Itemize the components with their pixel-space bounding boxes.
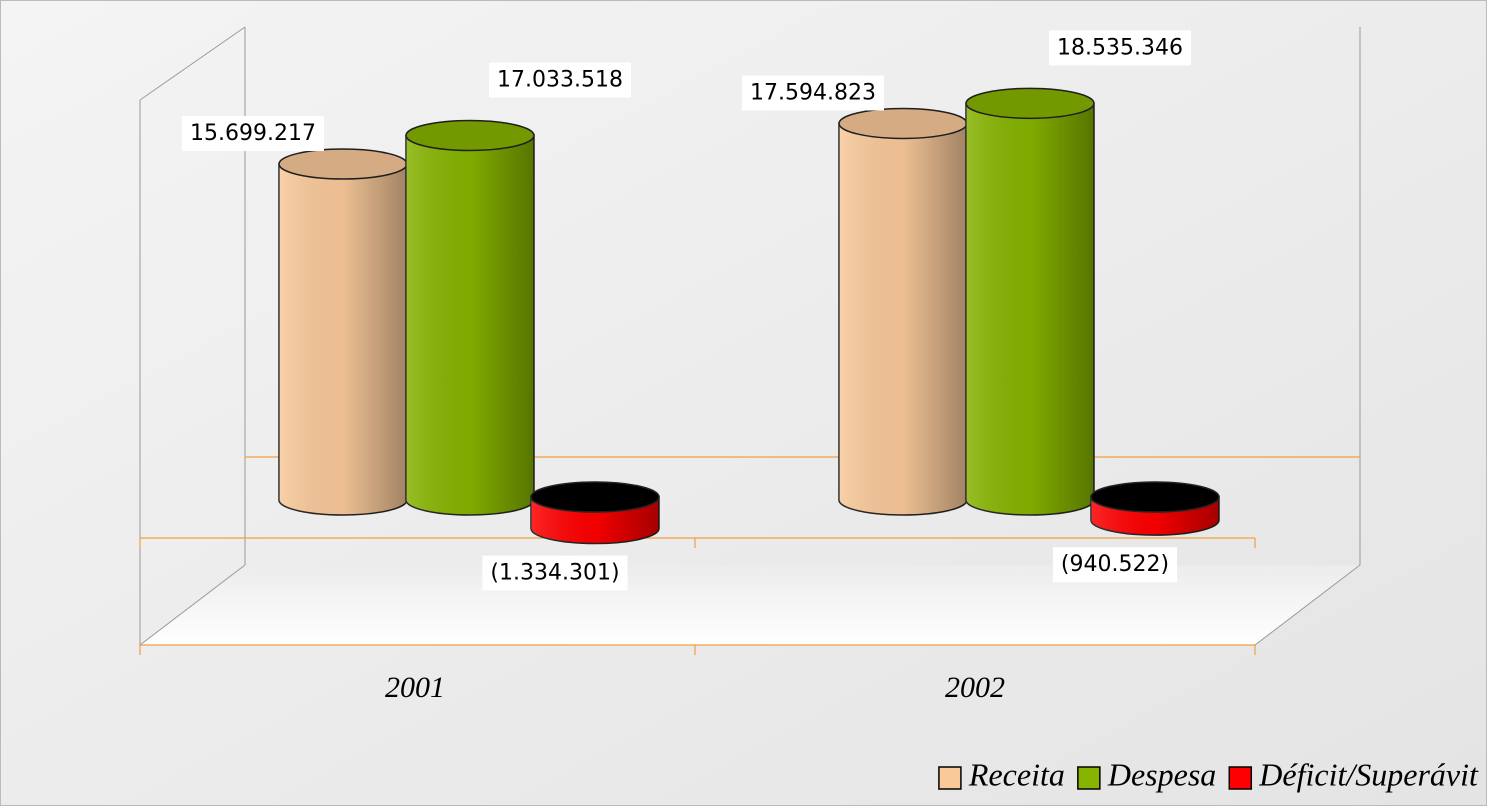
- legend-swatch: [1077, 766, 1101, 790]
- cylinder-top: [530, 481, 660, 513]
- cylinder: [838, 107, 968, 516]
- data-label: (940.522): [1061, 552, 1169, 577]
- cylinder-top: [965, 87, 1095, 120]
- cylinder-top-shade: [839, 108, 967, 139]
- cylinder: [1090, 481, 1220, 536]
- legend-label: Déficit/Superávit: [1258, 756, 1479, 792]
- x-tick-label: 2001: [385, 671, 445, 704]
- legend-label: Receita: [968, 756, 1065, 792]
- data-label: 17.594.823: [750, 80, 876, 105]
- cylinder-top-shade: [279, 149, 407, 180]
- cylinder-shade: [406, 135, 534, 515]
- data-label: 18.535.346: [1057, 35, 1183, 60]
- cylinder-top-shade: [406, 120, 534, 151]
- cylinder-shade: [839, 123, 967, 515]
- x-tick-label: 2002: [945, 671, 1005, 704]
- cylinder-shade: [966, 103, 1094, 515]
- data-label: (1.334.301): [490, 561, 619, 586]
- legend-label: Despesa: [1107, 756, 1216, 792]
- legend-swatch: [1228, 766, 1253, 790]
- data-label-bg: [482, 555, 628, 591]
- cylinder-top: [1090, 481, 1220, 513]
- data-label-bg: [182, 116, 324, 152]
- cylinder-shade: [279, 164, 407, 516]
- data-label-bg: [489, 62, 631, 98]
- data-label-bg: [1052, 547, 1178, 583]
- cylinder: [965, 87, 1095, 516]
- cylinder: [530, 481, 660, 545]
- data-label: 17.033.518: [497, 67, 623, 92]
- data-label: 15.699.217: [190, 121, 316, 146]
- cylinder-top: [405, 119, 535, 152]
- cylinder: [405, 119, 535, 516]
- cylinder: [278, 148, 408, 516]
- cylinder-top-shade: [966, 88, 1094, 119]
- legend-swatch: [938, 766, 962, 790]
- data-label-bg: [1049, 30, 1191, 66]
- data-label-bg: [742, 75, 884, 111]
